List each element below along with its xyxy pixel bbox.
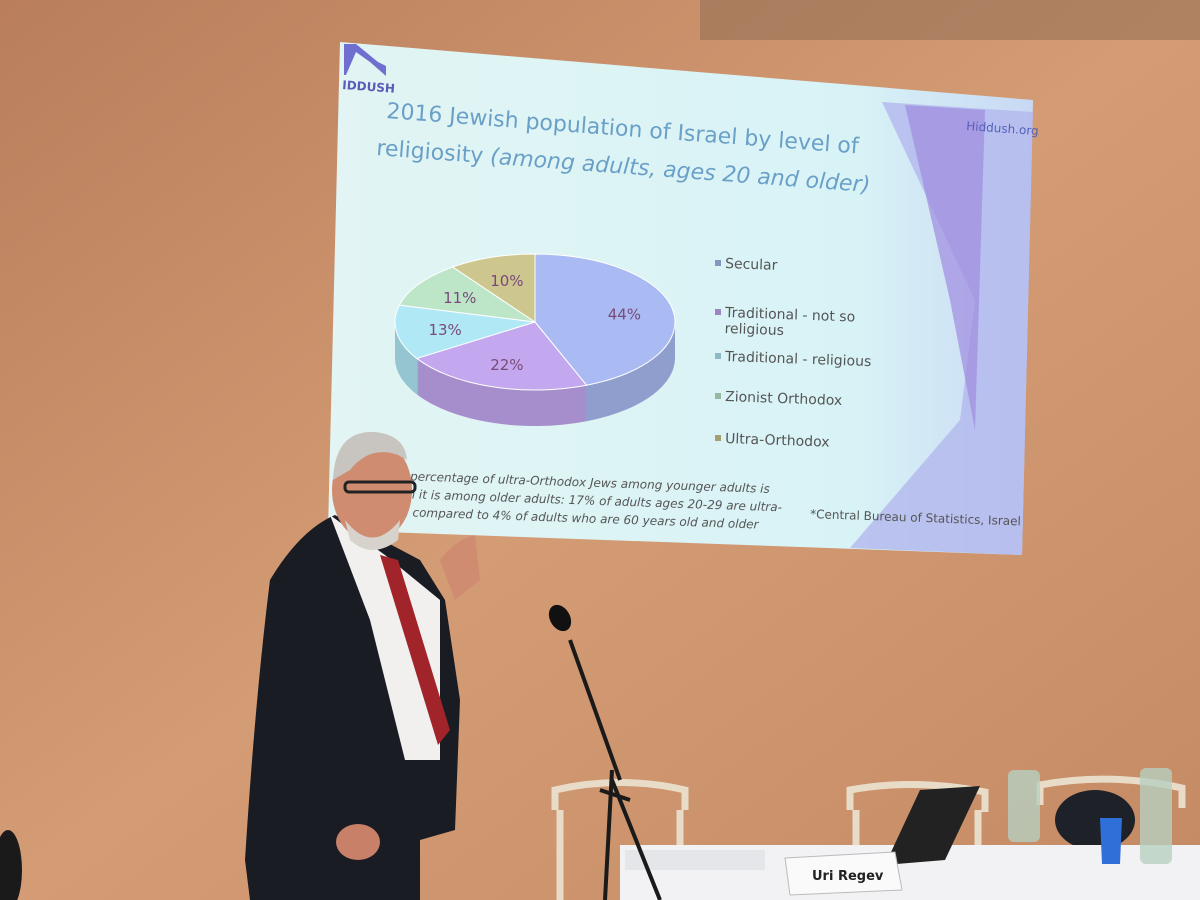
papers bbox=[625, 850, 765, 870]
name-card bbox=[784, 851, 903, 896]
pie-data-label: 13% bbox=[428, 321, 461, 339]
projected-slide: IDDUSH Hiddush.org 2016 Jewish populatio… bbox=[328, 42, 1039, 555]
pie-slice-traditional-not-so-religious bbox=[415, 321, 588, 391]
glasses bbox=[343, 480, 417, 494]
legend-label: Traditional - religious bbox=[724, 349, 872, 370]
legend-label: Traditional - not so bbox=[724, 305, 856, 326]
laptop bbox=[885, 786, 980, 865]
pie-data-label: 10% bbox=[490, 272, 523, 290]
microphone bbox=[548, 604, 572, 632]
slide-decoration-dark bbox=[905, 105, 985, 430]
legend-label: Ultra-Orthodox bbox=[725, 431, 830, 451]
legend-swatch bbox=[715, 393, 721, 399]
legend-label: religious bbox=[724, 321, 784, 339]
audience-member-edge bbox=[0, 830, 22, 900]
microphone-stand bbox=[568, 639, 662, 900]
pie-slice-ultra-orthodox bbox=[451, 253, 536, 323]
pie-data-label: 22% bbox=[490, 356, 523, 374]
hair bbox=[333, 431, 407, 480]
blue-cup bbox=[1100, 818, 1122, 864]
ceiling-edge bbox=[700, 0, 1200, 40]
pie-slice-traditional-religious bbox=[394, 304, 536, 359]
name-card-text: Uri Regev bbox=[812, 869, 884, 884]
legend-swatch bbox=[715, 260, 721, 266]
logo-text: IDDUSH bbox=[342, 78, 396, 96]
legend-label: Secular bbox=[725, 256, 778, 274]
water-bottle bbox=[1008, 770, 1040, 842]
bag bbox=[1055, 790, 1135, 850]
legend-swatch bbox=[715, 309, 721, 315]
pointing-hand bbox=[440, 535, 480, 600]
legend-swatch bbox=[715, 353, 721, 359]
pie-data-label: 11% bbox=[443, 289, 476, 307]
water-bottle bbox=[1140, 768, 1172, 864]
site-url: Hiddush.org bbox=[966, 119, 1039, 138]
left-hand bbox=[336, 824, 380, 860]
slide-decoration bbox=[850, 102, 1033, 555]
tie bbox=[380, 555, 450, 745]
beard bbox=[345, 520, 400, 550]
pie-data-label: 44% bbox=[608, 306, 641, 324]
logo-mark bbox=[344, 44, 386, 76]
slide-background bbox=[328, 42, 1033, 555]
pie-slice-zionist-orthodox bbox=[398, 266, 536, 323]
shirt bbox=[330, 515, 440, 760]
legend-label: Zionist Orthodox bbox=[725, 389, 843, 409]
speaker-person bbox=[245, 431, 480, 900]
legend-swatch bbox=[715, 435, 721, 441]
pie-slice-secular bbox=[534, 253, 676, 386]
chair bbox=[1036, 775, 1186, 808]
pie-chart: 44% 22% 13% 11% 10% bbox=[394, 253, 676, 426]
hiddush-logo: IDDUSH bbox=[342, 44, 396, 96]
